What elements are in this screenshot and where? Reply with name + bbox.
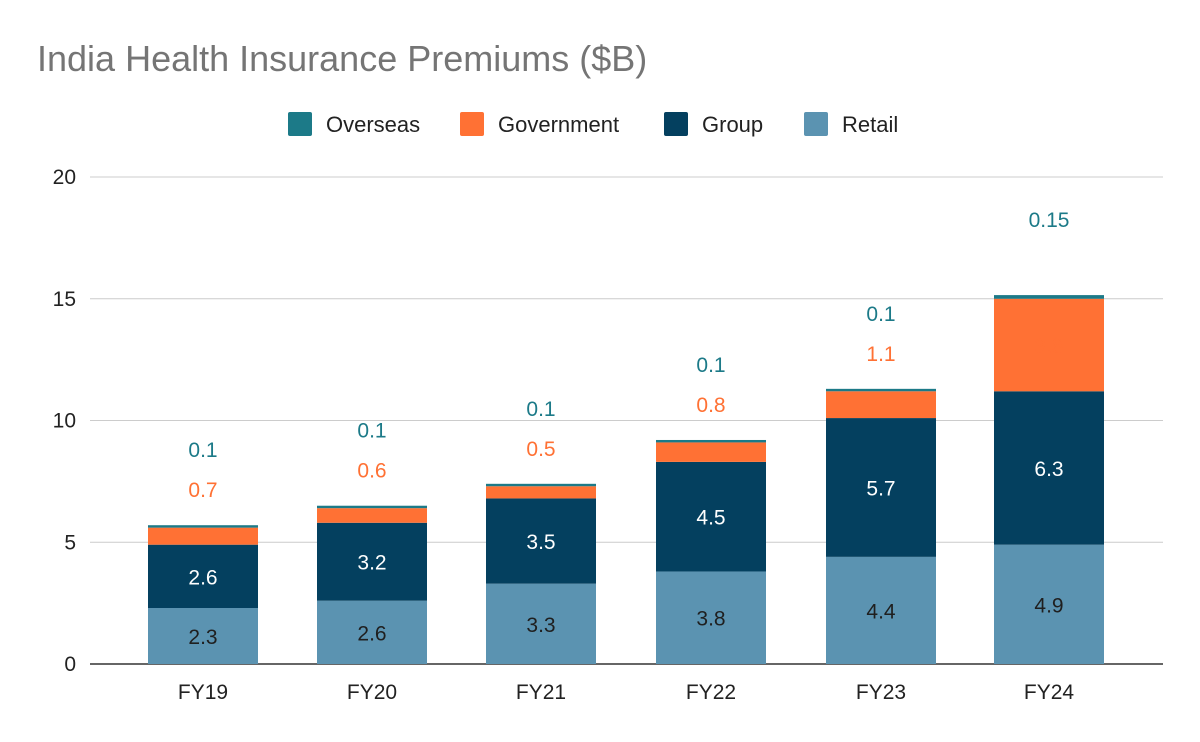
y-tick-label: 5 (64, 531, 76, 554)
data-label-group: 6.3 (1034, 458, 1063, 481)
bar-government[interactable] (317, 508, 427, 523)
data-label-overseas: 0.1 (696, 354, 725, 377)
data-label-retail: 4.4 (866, 600, 896, 623)
data-label-overseas: 0.1 (526, 398, 555, 421)
legend[interactable]: Overseas Government Group Retail (288, 112, 898, 137)
legend-swatch (460, 112, 484, 136)
bar-retail[interactable] (826, 556, 936, 664)
y-tick-label: 0 (64, 653, 76, 676)
bars (148, 295, 1104, 664)
bar-overseas[interactable] (826, 388, 936, 392)
legend-label: Retail (842, 112, 898, 137)
bar-government[interactable] (148, 527, 258, 545)
axis-ticks: 0 5 10 15 20 FY19 FY20 FY21 FY22 FY23 FY24 (53, 166, 1075, 704)
bar-overseas[interactable] (148, 525, 258, 528)
gridlines (90, 176, 1163, 665)
data-label-government: 0.7 (188, 479, 217, 502)
bar-retail[interactable] (317, 600, 427, 664)
bar-retail[interactable] (656, 571, 766, 664)
bar-group[interactable] (317, 522, 427, 601)
bar-group[interactable] (486, 498, 596, 584)
data-label-government: 1.1 (866, 343, 895, 366)
bar-group[interactable] (656, 461, 766, 572)
y-tick-label: 15 (53, 288, 76, 311)
data-label-government: 0.8 (696, 394, 725, 417)
data-labels: 2.3 2.6 0.7 0.1 2.6 3.2 0.6 0.1 3.3 3.5 0.5 0.1 3.8 4… (188, 209, 1069, 649)
bar-overseas[interactable] (656, 439, 766, 443)
data-label-group: 3.5 (526, 531, 555, 554)
data-label-retail: 2.6 (357, 622, 386, 645)
x-tick-label: FY23 (856, 681, 906, 704)
legend-swatch (664, 112, 688, 136)
legend-swatch (804, 112, 828, 136)
bar-retail[interactable] (994, 544, 1104, 664)
bar-retail[interactable] (486, 583, 596, 664)
data-label-retail: 4.9 (1034, 594, 1063, 617)
chart-title: India Health Insurance Premiums ($B) (37, 38, 648, 79)
data-label-overseas: 0.1 (866, 303, 895, 326)
legend-swatch (288, 112, 312, 136)
data-label-overseas: 0.15 (1029, 209, 1070, 232)
x-tick-label: FY21 (516, 681, 566, 704)
data-label-group: 5.7 (866, 477, 895, 500)
x-tick-label: FY24 (1024, 681, 1075, 704)
legend-item-overseas[interactable]: Overseas (288, 112, 420, 137)
data-label-retail: 3.3 (526, 614, 555, 637)
legend-item-group[interactable]: Group (664, 112, 763, 137)
y-tick-label: 10 (53, 410, 76, 433)
bar-government[interactable] (656, 442, 766, 462)
data-label-government: 0.6 (357, 460, 386, 483)
legend-item-government[interactable]: Government (460, 112, 619, 137)
bar-overseas[interactable] (486, 483, 596, 487)
bar-group[interactable] (148, 544, 258, 608)
data-label-overseas: 0.1 (357, 420, 386, 443)
data-label-group: 4.5 (696, 507, 725, 530)
bar-government[interactable] (826, 391, 936, 419)
bar-overseas[interactable] (994, 295, 1104, 299)
data-label-government: 0.5 (526, 438, 555, 461)
bar-government[interactable] (486, 486, 596, 499)
data-label-group: 3.2 (357, 552, 386, 575)
legend-label: Overseas (326, 112, 420, 137)
x-tick-label: FY22 (686, 681, 736, 704)
legend-item-retail[interactable]: Retail (804, 112, 898, 137)
legend-label: Group (702, 112, 763, 137)
bar-group[interactable] (994, 391, 1104, 545)
data-label-retail: 2.3 (188, 626, 217, 649)
bar-group[interactable] (826, 418, 936, 557)
legend-label: Government (498, 112, 619, 137)
x-tick-label: FY20 (347, 681, 397, 704)
y-tick-label: 20 (53, 166, 76, 189)
bar-overseas[interactable] (317, 505, 427, 509)
bar-retail[interactable] (148, 607, 258, 664)
bar-government[interactable] (994, 298, 1104, 392)
data-label-government: 3.8 (1034, 335, 1063, 358)
x-tick-label: FY19 (178, 681, 228, 704)
data-label-overseas: 0.1 (188, 439, 217, 462)
data-label-retail: 3.8 (696, 608, 725, 631)
data-label-group: 2.6 (188, 566, 217, 589)
